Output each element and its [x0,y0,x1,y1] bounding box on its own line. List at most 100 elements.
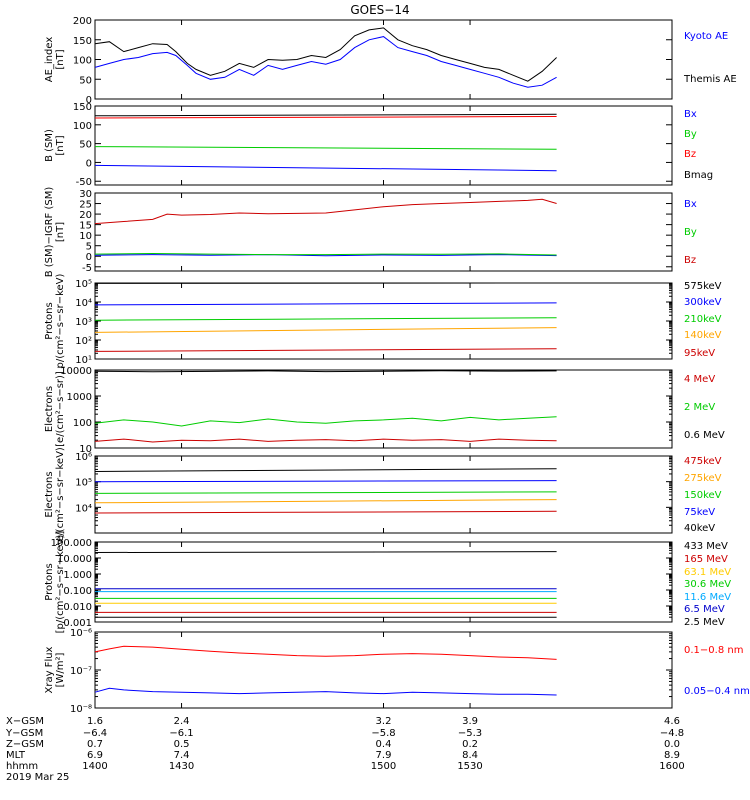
series-line [94,302,557,306]
series-line [94,687,557,696]
y-tick-label: 10³ [75,317,92,328]
ephemeris-value: 1530 [457,761,482,772]
panel-frame [94,541,673,623]
y-axis-title: p/(cm²−s−sr−keV) [55,273,66,368]
legend-entry: Bz [684,149,696,160]
legend-entry: 140keV [684,330,722,341]
y-tick-label: 10⁵ [75,478,92,489]
series-line [94,491,557,494]
ephemeris-value: 1400 [82,761,107,772]
y-axis-title: [nT] [55,222,66,242]
y-axis-title: [W/m²] [55,652,66,687]
y-axis-title: [e/(cm²−s−sr)] [55,371,66,447]
series-line [94,116,557,119]
ephemeris-value: 1430 [169,761,194,772]
ephemeris-value: 1.6 [87,716,103,727]
y-tick-label: 100.000 [51,538,92,549]
plot-title: GOES−14 [350,3,409,17]
ephemeris-value: 3.9 [462,716,478,727]
legend-entry: Themis AE [683,74,737,85]
legend-entry: 165 MeV [684,554,728,565]
y-axis-title: e/(cm²−s−sr−keV) [55,447,66,542]
y-tick-label: 50 [79,140,92,151]
ephemeris-row-label: hhmm [6,761,38,772]
ephemeris-value: 8.4 [462,750,478,761]
y-axis-title: B (SM) [44,129,55,162]
legend-entry: 2 MeV [684,402,715,413]
legend-entry: Bx [684,199,697,210]
series-line [94,468,557,472]
y-axis-title: Protons [44,302,55,339]
legend-entry: 275keV [684,473,722,484]
series-line [94,36,557,88]
y-tick-label: 0 [86,252,92,263]
ephemeris-value: −6.4 [83,728,107,739]
y-tick-label: 10⁶ [75,452,92,463]
panel-frame [94,19,673,100]
y-axis-title: [nT] [55,135,66,155]
ephemeris-value: 0.2 [462,739,478,750]
panel-frame [94,192,673,272]
ephemeris-value: −6.1 [169,728,193,739]
y-tick-label: 10⁻⁶ [70,628,92,639]
ephemeris-row-label: MLT [6,750,26,761]
series-line [94,164,557,172]
y-axis-title: Protons [44,563,55,600]
legend-entry: Bx [684,109,697,120]
legend-entry: 300keV [684,297,722,308]
y-tick-label: 20 [79,210,92,221]
legend-entry: 2.5 MeV [684,617,725,628]
legend-entry: Kyoto AE [684,31,728,42]
legend-entry: 210keV [684,314,722,325]
legend-entry: 0.05−0.4 nm [684,686,750,697]
ephemeris-row-label: X−GSM [6,716,44,727]
y-tick-label: 100 [73,418,92,429]
y-tick-label: 0 [86,158,92,169]
y-tick-label: 100 [73,56,92,67]
legend-entry: 4 MeV [684,374,715,385]
panel-frame [94,631,673,709]
y-tick-label: 15 [79,221,92,232]
y-tick-label: 10 [79,444,92,455]
ephemeris-value: 0.4 [376,739,392,750]
series-line [94,317,557,321]
y-tick-label: -5 [82,263,92,274]
series-line [94,348,557,352]
legend-entry: Bz [684,255,696,266]
y-axis-title: Electrons [44,386,55,432]
ephemeris-value: 4.6 [664,716,680,727]
y-tick-label: 10 [79,231,92,242]
legend-entry: 11.6 MeV [684,592,731,603]
series-line [94,252,557,256]
y-tick-label: 200 [73,16,92,27]
legend-entry: By [684,227,697,238]
ephemeris-value: 0.5 [174,739,190,750]
ephemeris-value: 0.0 [664,739,680,750]
y-tick-label: -50 [76,177,92,188]
series-line [94,510,557,514]
series-line [94,198,557,225]
series-line [94,416,557,427]
y-tick-label: 0.100 [63,586,92,597]
panel-frame [94,455,673,534]
series-line [94,645,557,660]
legend-entry: 40keV [684,523,715,534]
legend-entry: 63.1 MeV [684,567,731,578]
series-line [94,370,557,373]
y-axis-title: B (SM)−IGRF (SM) [44,187,55,278]
y-tick-label: 10² [75,336,92,347]
series-line [94,499,557,504]
y-axis-title: Electrons [44,471,55,517]
legend-entry: 75keV [684,507,715,518]
legend-entry: By [684,129,697,140]
legend-entry: 30.6 MeV [684,579,731,590]
ephemeris-row-label: Z−GSM [6,739,44,750]
series-line [94,480,557,483]
panel-frame [94,369,673,449]
ephemeris-row-label: Y−GSM [5,728,43,739]
y-axis-title: [p/(cm²−s−sr−keV)] [55,531,66,634]
ephemeris-value: 1500 [371,761,396,772]
y-tick-label: 1.000 [63,570,92,581]
y-tick-label: 10⁻⁸ [70,704,92,715]
y-axis-title: AE_index [44,37,55,83]
